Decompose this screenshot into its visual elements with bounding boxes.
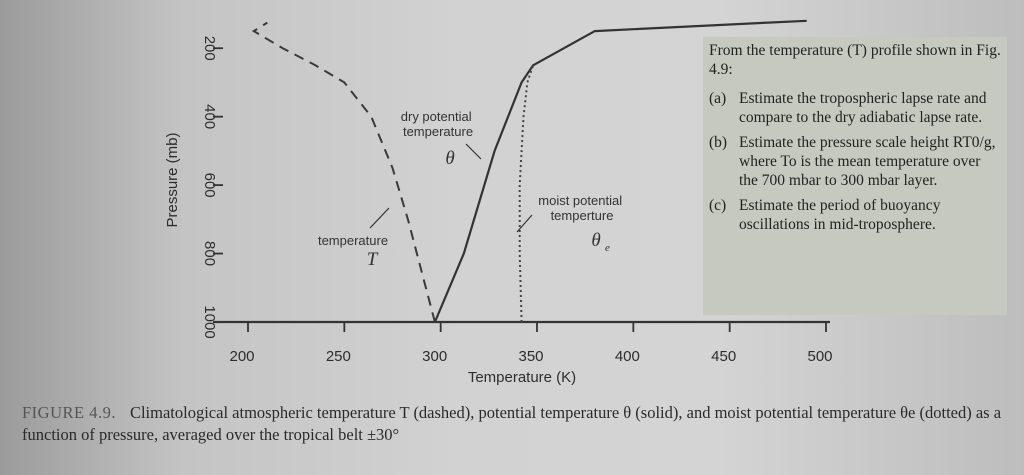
dry-annotation-symbol: θ (445, 148, 454, 169)
question-intro: From the temperature (T) profile shown i… (709, 42, 1001, 78)
chart: 200 250 300 350 400 450 500 200 400 600 800 1000 P… (164, 19, 833, 386)
question-item-label: (b) (709, 134, 728, 151)
temperature-annotation-symbol: T (367, 249, 379, 270)
question-item-text: Estimate the tropospheric lapse rate and… (739, 90, 987, 126)
y-ticks: 200 400 600 800 1000 (201, 36, 223, 339)
x-ticks: 200 250 300 350 400 450 500 (229, 322, 833, 365)
temperature-annotation-text: temperature (318, 233, 388, 248)
question-item-c: (c) Estimate the period of buoyancy osci… (709, 196, 1001, 234)
annotation-moist: moist potential temperture θ e (516, 193, 625, 254)
x-tick-label: 300 (422, 348, 447, 365)
question-item-text: Estimate the period of buoyancy oscillat… (739, 197, 941, 233)
y-tick-label: 1000 (201, 305, 218, 338)
dry-annotation-line1: dry potential temperature (401, 109, 475, 139)
annotation-temperature: temperature T (318, 207, 390, 270)
y-tick-label: 600 (201, 173, 218, 198)
annotation-dry: dry potential temperature θ (401, 109, 482, 169)
x-tick-label: 450 (711, 348, 736, 365)
dry-annotation-word2: temperature (403, 124, 473, 139)
moist-annotation-word1: moist potential (538, 193, 622, 208)
series-potential-temperature-line (433, 19, 807, 323)
question-item-label: (c) (709, 197, 727, 214)
x-tick-label: 400 (615, 348, 640, 365)
y-tick-label: 400 (201, 104, 218, 129)
x-axis-title: Temperature (K) (468, 369, 576, 386)
temperature-annotation-pointer (369, 207, 390, 229)
x-tick-label: 250 (326, 348, 351, 365)
question-item-b: (b) Estimate the pressure scale height R… (709, 133, 1001, 190)
dry-annotation-pointer (465, 143, 482, 160)
question-item-label: (a) (709, 90, 727, 107)
moist-annotation-text: moist potential temperture (538, 193, 625, 223)
dry-annotation-word1: dry potential (401, 109, 472, 124)
series-moist-potential-temperature-line (518, 64, 535, 323)
x-tick-label: 350 (518, 348, 543, 365)
x-tick-label: 500 (807, 348, 832, 365)
y-tick-label: 200 (201, 36, 218, 61)
question-item-text: Estimate the pressure scale height RT0/g… (739, 134, 996, 189)
question-item-a: (a) Estimate the tropospheric lapse rate… (709, 89, 1001, 127)
moist-annotation-pointer (516, 214, 533, 233)
y-axis-title: Pressure (mb) (164, 132, 181, 227)
question-box: From the temperature (T) profile shown i… (703, 37, 1007, 315)
figure-caption-text: Climatological atmospheric temperature T… (22, 403, 1002, 444)
moist-annotation-subscript: e (605, 242, 610, 254)
x-tick-label: 200 (229, 348, 254, 365)
series-group (251, 19, 807, 323)
y-tick-label: 800 (201, 241, 218, 266)
figure-caption-label: FIGURE 4.9. (22, 403, 116, 422)
series-temperature-line (251, 21, 436, 323)
moist-annotation-word2: temperture (551, 208, 614, 223)
moist-annotation-symbol: θ (591, 230, 600, 251)
figure-caption: FIGURE 4.9. Climatological atmospheric te… (22, 402, 1012, 446)
